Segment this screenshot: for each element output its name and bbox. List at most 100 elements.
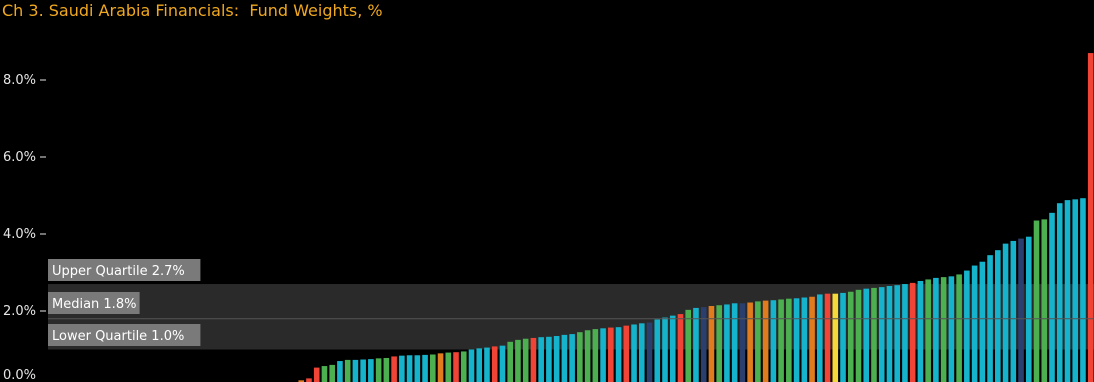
bar bbox=[677, 314, 684, 382]
bar bbox=[584, 330, 591, 382]
bar bbox=[902, 284, 908, 382]
bar bbox=[995, 250, 1001, 382]
bar bbox=[615, 327, 622, 382]
bar bbox=[778, 299, 784, 382]
quartile-labels: Upper Quartile 2.7% Median 1.8% Lower Quar… bbox=[48, 259, 201, 346]
bar bbox=[391, 356, 397, 382]
upper-quartile-label-box bbox=[48, 259, 201, 281]
bar bbox=[1002, 243, 1009, 382]
bar bbox=[313, 367, 320, 382]
bar bbox=[1056, 203, 1063, 382]
upper-quartile-label-text: Upper Quartile 2.7% bbox=[52, 264, 185, 279]
bar bbox=[917, 280, 924, 382]
bar bbox=[507, 341, 513, 382]
bar bbox=[824, 293, 831, 382]
bar bbox=[638, 323, 645, 382]
bar bbox=[298, 380, 305, 382]
bar bbox=[801, 297, 808, 382]
bar bbox=[414, 355, 421, 382]
bar bbox=[1033, 220, 1040, 382]
bar bbox=[553, 336, 560, 382]
bar bbox=[933, 277, 939, 382]
bar bbox=[608, 327, 614, 382]
bar bbox=[453, 352, 459, 382]
median-label-box bbox=[48, 292, 140, 314]
bar bbox=[940, 277, 947, 382]
bar bbox=[592, 329, 599, 382]
bar bbox=[662, 317, 668, 382]
bar bbox=[878, 287, 885, 382]
bars bbox=[298, 53, 1094, 382]
bar bbox=[337, 361, 343, 382]
lower-quartile-label-box bbox=[48, 324, 201, 346]
bar bbox=[700, 307, 707, 382]
bar bbox=[460, 351, 467, 382]
bar bbox=[1010, 240, 1017, 382]
bar bbox=[925, 279, 931, 382]
bar bbox=[329, 364, 335, 382]
bar bbox=[569, 334, 575, 382]
bar bbox=[430, 354, 436, 382]
bar bbox=[731, 303, 738, 382]
y-tick-label: 8.0% bbox=[3, 73, 36, 88]
bar bbox=[693, 307, 699, 382]
bar bbox=[894, 285, 900, 382]
bar bbox=[739, 303, 746, 382]
bar bbox=[445, 352, 452, 382]
bar bbox=[577, 332, 583, 382]
bar bbox=[344, 359, 351, 382]
bar bbox=[368, 359, 374, 382]
y-tick-label: 2.0% bbox=[3, 304, 36, 319]
bar bbox=[708, 306, 715, 382]
bar bbox=[646, 322, 653, 382]
bar bbox=[522, 338, 529, 382]
bar bbox=[1072, 199, 1079, 382]
bar bbox=[491, 346, 498, 382]
bar bbox=[437, 353, 444, 382]
bar bbox=[762, 300, 769, 382]
bar bbox=[499, 345, 506, 382]
bar bbox=[468, 349, 475, 382]
y-tick-label: 0.0% bbox=[3, 368, 36, 382]
bar bbox=[375, 358, 382, 382]
bar bbox=[1087, 53, 1094, 382]
bar bbox=[964, 270, 970, 382]
bar bbox=[809, 296, 815, 382]
bar bbox=[561, 334, 568, 382]
bar bbox=[979, 261, 986, 382]
bar bbox=[956, 274, 962, 382]
bar bbox=[840, 292, 846, 382]
bar bbox=[847, 291, 854, 382]
bar bbox=[654, 319, 661, 382]
bar bbox=[623, 325, 630, 382]
bar bbox=[793, 298, 800, 382]
bar bbox=[971, 265, 978, 382]
chart-title: Ch 3. Saudi Arabia Financials: Fund Weig… bbox=[2, 1, 383, 20]
bar bbox=[909, 282, 916, 382]
y-axis: 0.0% 2.0% 4.0% 6.0% 8.0% bbox=[3, 73, 46, 382]
bar bbox=[538, 337, 544, 382]
bar bbox=[948, 276, 955, 382]
y-tick-label: 4.0% bbox=[3, 227, 36, 242]
bar bbox=[747, 302, 753, 382]
bar bbox=[1064, 200, 1071, 382]
bar bbox=[546, 336, 552, 382]
bar bbox=[1080, 198, 1086, 382]
bar bbox=[360, 359, 366, 382]
bar bbox=[863, 288, 870, 382]
bar bbox=[600, 328, 606, 382]
bar bbox=[399, 355, 405, 382]
bar bbox=[1025, 236, 1032, 382]
bar bbox=[669, 315, 676, 382]
bar bbox=[484, 347, 490, 382]
bar bbox=[383, 357, 390, 382]
bar bbox=[406, 355, 413, 382]
bar bbox=[755, 301, 761, 382]
bar bbox=[476, 348, 483, 382]
bar bbox=[724, 304, 730, 382]
upper-quartile-label: Upper Quartile 2.7% bbox=[48, 259, 201, 281]
lower-quartile-label-text: Lower Quartile 1.0% bbox=[52, 329, 184, 344]
median-label: Median 1.8% bbox=[48, 292, 140, 314]
bar bbox=[530, 337, 537, 382]
